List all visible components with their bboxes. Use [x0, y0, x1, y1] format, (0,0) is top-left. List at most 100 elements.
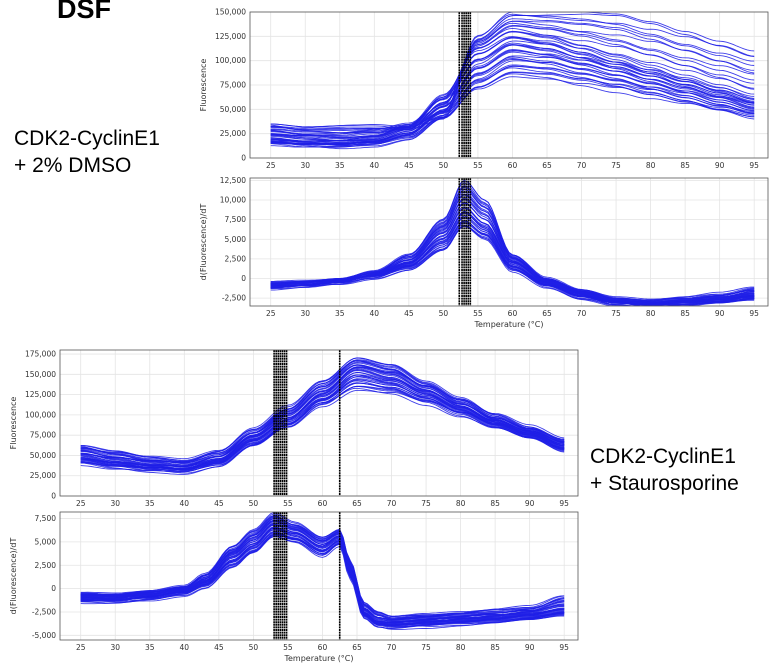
y-tick-label: 2,500 — [35, 561, 57, 570]
x-tick-label: 85 — [680, 309, 690, 318]
y-tick-label: 25,000 — [220, 129, 246, 138]
y-tick-label: 125,000 — [25, 390, 56, 399]
y-tick-label: 50,000 — [30, 451, 56, 460]
x-tick-label: 25 — [76, 643, 86, 652]
melt-curve — [270, 50, 755, 142]
x-tick-label: 70 — [387, 643, 397, 652]
x-tick-label: 25 — [266, 309, 276, 318]
x-tick-label: 80 — [646, 161, 656, 170]
melt-curve — [80, 535, 565, 627]
x-tick-label: 60 — [508, 161, 518, 170]
y-tick-label: 75,000 — [30, 431, 56, 440]
condition-label-line: CDK2-CyclinE1 — [14, 127, 160, 150]
condition-label-line: + Staurosporine — [590, 472, 739, 495]
x-axis-label: Temperature (°C) — [473, 320, 543, 329]
x-tick-label: 30 — [110, 499, 120, 508]
x-axis-label: Temperature (°C) — [283, 654, 353, 663]
plot-frame — [249, 11, 769, 159]
y-tick-label: 175,000 — [25, 350, 56, 359]
x-tick-label: 50 — [439, 309, 449, 318]
curve-group — [270, 12, 755, 150]
curve-group — [80, 512, 565, 630]
x-tick-label: 30 — [110, 643, 120, 652]
x-tick-label: 95 — [749, 161, 759, 170]
chart-panel: 25 30 35 40 45 50 55 60 65 70 75 80 85 90 95 -2,500 0 2,5… — [199, 176, 769, 329]
x-tick-label: 95 — [559, 499, 569, 508]
melt-curve — [80, 360, 565, 462]
x-tick-label: 25 — [76, 499, 86, 508]
x-tick-label: 55 — [283, 499, 293, 508]
y-tick-label: 5,000 — [35, 537, 57, 546]
x-tick-label: 55 — [473, 161, 483, 170]
x-tick-label: 40 — [180, 643, 190, 652]
y-tick-label: 25,000 — [30, 471, 56, 480]
y-tick-label: -2,500 — [222, 294, 246, 303]
y-tick-label: 7,500 — [225, 215, 247, 224]
y-tick-label: -5,000 — [32, 631, 56, 640]
melt-curve — [80, 382, 565, 474]
x-tick-label: 25 — [266, 161, 276, 170]
figure-title: DSF — [57, 0, 111, 24]
x-tick-label: 80 — [456, 499, 466, 508]
x-tick-label: 65 — [352, 499, 362, 508]
y-tick-label: 5,000 — [225, 235, 247, 244]
melt-curve — [80, 535, 565, 629]
x-tick-label: 65 — [542, 309, 552, 318]
melt-curve — [270, 222, 755, 306]
x-tick-label: 30 — [300, 161, 310, 170]
y-tick-label: 100,000 — [25, 410, 56, 419]
curve-group — [80, 357, 565, 475]
x-tick-label: 45 — [404, 309, 414, 318]
melt-curve — [270, 18, 755, 131]
x-tick-label: 45 — [404, 161, 414, 170]
x-tick-label: 35 — [335, 309, 345, 318]
x-tick-label: 70 — [387, 499, 397, 508]
y-tick-label: 150,000 — [25, 370, 56, 379]
melt-curve — [270, 13, 755, 132]
y-tick-label: 150,000 — [215, 8, 246, 17]
y-tick-label: 50,000 — [220, 105, 246, 114]
y-tick-label: 12,500 — [220, 176, 246, 185]
melt-curve — [80, 385, 565, 471]
x-tick-label: 85 — [490, 499, 500, 508]
x-tick-label: 60 — [318, 643, 328, 652]
melt-curve — [270, 73, 755, 150]
x-tick-label: 75 — [611, 309, 621, 318]
x-tick-label: 50 — [249, 643, 259, 652]
y-tick-label: -2,500 — [32, 607, 56, 616]
plot-frame — [59, 511, 579, 641]
x-tick-label: 45 — [214, 643, 224, 652]
y-axis-label: Fluorescence — [199, 59, 208, 112]
y-tick-label: 0 — [241, 274, 246, 283]
x-tick-label: 40 — [180, 499, 190, 508]
x-tick-label: 35 — [145, 499, 155, 508]
x-tick-label: 40 — [370, 161, 380, 170]
melt-curve — [80, 517, 565, 617]
x-tick-label: 65 — [542, 161, 552, 170]
x-tick-label: 30 — [300, 309, 310, 318]
condition-label-line: + 2% DMSO — [14, 154, 132, 177]
x-tick-label: 70 — [577, 309, 587, 318]
melt-curve — [80, 389, 565, 471]
y-tick-label: 10,000 — [220, 195, 246, 204]
melt-curve — [270, 31, 755, 139]
x-tick-label: 85 — [680, 161, 690, 170]
x-tick-label: 80 — [646, 309, 656, 318]
x-tick-label: 90 — [525, 499, 535, 508]
condition-label-staurosporine: CDK2-CyclinE1 + Staurosporine — [590, 443, 739, 497]
x-tick-label: 90 — [715, 309, 725, 318]
y-tick-label: 125,000 — [215, 32, 246, 41]
melt-curve — [270, 225, 755, 305]
y-tick-label: 2,500 — [225, 254, 247, 263]
condition-label-dmso: CDK2-CyclinE1 + 2% DMSO — [14, 125, 160, 179]
x-tick-label: 35 — [335, 161, 345, 170]
x-tick-label: 60 — [508, 309, 518, 318]
melt-curve — [270, 12, 755, 130]
x-tick-label: 60 — [318, 499, 328, 508]
plot-frame — [59, 349, 579, 497]
x-tick-label: 90 — [525, 643, 535, 652]
y-tick-label: 0 — [241, 154, 246, 163]
y-tick-label: 7,500 — [35, 514, 57, 523]
y-tick-label: 75,000 — [220, 81, 246, 90]
